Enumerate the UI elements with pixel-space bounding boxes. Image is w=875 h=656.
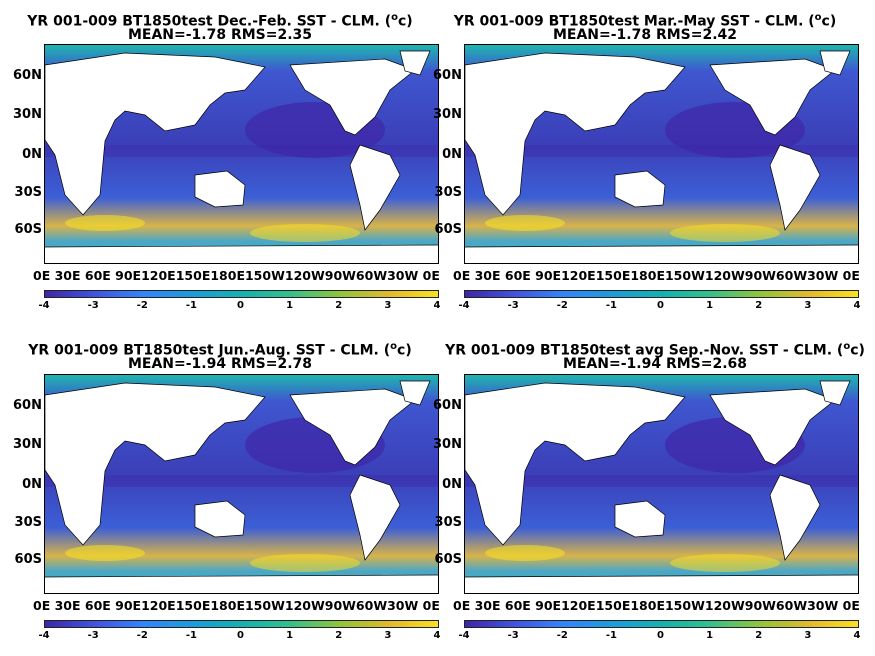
colorbar [44, 620, 439, 628]
colorbar-tick-label: 3 [384, 300, 392, 311]
colorbar-tick-label: -4 [458, 630, 470, 641]
map-panel-son: YR 001-009 BT1850test avg Sep.-Nov. SST … [440, 334, 870, 654]
colorbar-tick-label: 0 [237, 300, 244, 311]
colorbar-tick-label: 2 [755, 300, 763, 311]
colorbar-tick-label: 0 [657, 300, 664, 311]
colorbar-tick-label: 0 [237, 630, 244, 641]
map-panel-mam: YR 001-009 BT1850test Mar.-May SST - CLM… [430, 5, 860, 325]
lat-tick-label: 30N [13, 107, 42, 122]
lon-axis-labels: 0E 30E 60E 90E120E150E180E150W120W90W60W… [453, 598, 860, 613]
lat-tick-label: 60S [14, 552, 42, 567]
colorbar-tick-label: -2 [136, 630, 148, 641]
lat-tick-label: 60S [434, 552, 462, 567]
colorbar-tick-label: -1 [605, 630, 617, 641]
lat-tick-label: 60N [13, 68, 42, 83]
lat-tick-label: 30S [14, 185, 42, 200]
lat-tick-label: 60N [433, 68, 462, 83]
colorbar-tick-label: -1 [185, 630, 197, 641]
colorbar-tick-label: 3 [804, 300, 812, 311]
sst-anomaly-map [44, 44, 439, 264]
colorbar [464, 290, 859, 298]
colorbar-tick-label: 2 [335, 300, 343, 311]
panel-title: YR 001-009 BT1850test Dec.-Feb. SST - CL… [27, 12, 413, 30]
lat-tick-label: 0N [442, 477, 462, 492]
colorbar-tick-label: 0 [657, 630, 664, 641]
colorbar-tick-label: 1 [286, 300, 294, 311]
colorbar-tick-label: -4 [38, 630, 50, 641]
colorbar [44, 290, 439, 298]
colorbar-tick-label: -4 [458, 300, 470, 311]
colorbar-tick-label: -1 [605, 300, 617, 311]
colorbar-tick-label: -3 [507, 300, 519, 311]
colorbar-tick-label: -2 [556, 630, 568, 641]
lat-tick-label: 60S [434, 222, 462, 237]
colorbar-tick-label: 2 [335, 630, 343, 641]
colorbar-tick-label: 3 [384, 630, 392, 641]
lon-axis-labels: 0E 30E 60E 90E120E150E180E150W120W90W60W… [453, 268, 860, 283]
colorbar-tick-label: 1 [286, 630, 294, 641]
colorbar-tick-label: 2 [755, 630, 763, 641]
lat-tick-label: 30N [13, 437, 42, 452]
lon-axis-labels: 0E 30E 60E 90E120E150E180E150W120W90W60W… [33, 268, 440, 283]
lat-tick-label: 0N [442, 147, 462, 162]
panel-stats: MEAN=-1.78 RMS=2.42 [552, 27, 738, 43]
lat-tick-label: 30N [433, 107, 462, 122]
lon-axis-labels: 0E 30E 60E 90E120E150E180E150W120W90W60W… [33, 598, 440, 613]
lat-tick-label: 30S [434, 515, 462, 530]
sst-anomaly-map [464, 44, 859, 264]
colorbar-tick-label: -3 [87, 630, 99, 641]
colorbar-tick-label: 4 [433, 630, 441, 641]
colorbar-tick-label: -3 [87, 300, 99, 311]
colorbar-tick-label: 3 [804, 630, 812, 641]
panel-title: YR 001-009 BT1850test Jun.-Aug. SST - CL… [28, 341, 412, 359]
sst-anomaly-map [464, 374, 859, 594]
sst-anomaly-map [44, 374, 439, 594]
lat-tick-label: 30S [434, 185, 462, 200]
lat-tick-label: 0N [22, 477, 42, 492]
map-panel-djf: YR 001-009 BT1850test Dec.-Feb. SST - CL… [5, 5, 435, 325]
colorbar-tick-label: -1 [185, 300, 197, 311]
lat-tick-label: 60S [14, 222, 42, 237]
lat-tick-label: 30N [433, 437, 462, 452]
colorbar-tick-label: 4 [853, 630, 861, 641]
colorbar-tick-label: -2 [136, 300, 148, 311]
lat-tick-label: 60N [433, 398, 462, 413]
panel-title: YR 001-009 BT1850test avg Sep.-Nov. SST … [445, 341, 865, 359]
colorbar-tick-label: 1 [706, 630, 714, 641]
panel-title: YR 001-009 BT1850test Mar.-May SST - CLM… [453, 12, 837, 30]
lat-tick-label: 60N [13, 398, 42, 413]
panel-stats: MEAN=-1.94 RMS=2.78 [127, 356, 313, 372]
colorbar-tick-label: -2 [556, 300, 568, 311]
panel-stats: MEAN=-1.78 RMS=2.35 [127, 27, 313, 43]
panel-stats: MEAN=-1.94 RMS=2.68 [562, 356, 748, 372]
colorbar-tick-label: -4 [38, 300, 50, 311]
colorbar-tick-label: 4 [433, 300, 441, 311]
colorbar [464, 620, 859, 628]
colorbar-tick-label: 1 [706, 300, 714, 311]
colorbar-tick-label: 4 [853, 300, 861, 311]
lat-tick-label: 0N [22, 147, 42, 162]
map-panel-jja: YR 001-009 BT1850test Jun.-Aug. SST - CL… [5, 334, 435, 654]
lat-tick-label: 30S [14, 515, 42, 530]
colorbar-tick-label: -3 [507, 630, 519, 641]
